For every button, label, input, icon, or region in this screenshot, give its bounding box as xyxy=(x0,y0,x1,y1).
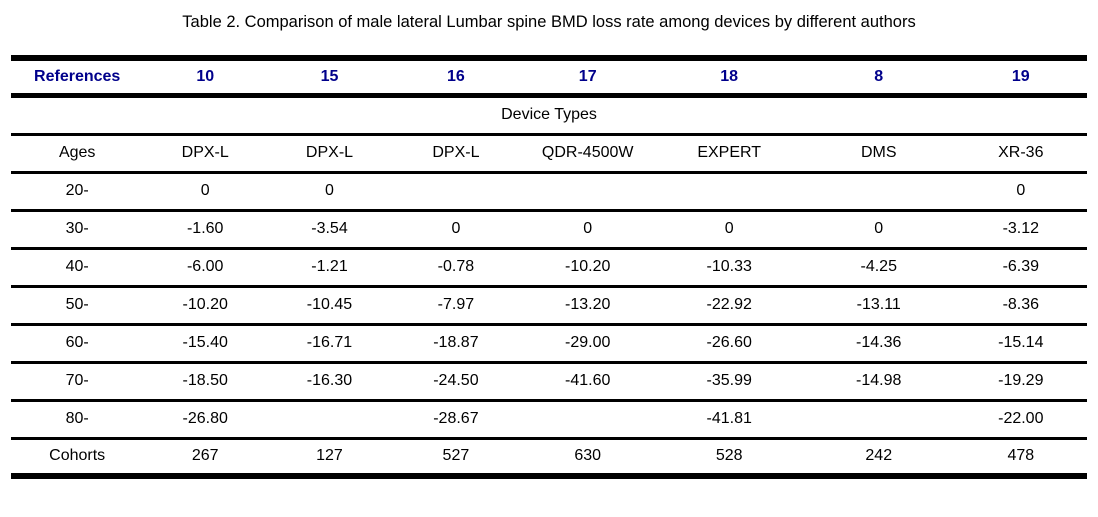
value-cell xyxy=(802,400,955,440)
value-cell: 0 xyxy=(143,172,268,212)
device-name: XR-36 xyxy=(954,134,1087,174)
age-cell: 20- xyxy=(11,172,144,212)
device-name: DMS xyxy=(802,134,955,174)
age-cell: 60- xyxy=(11,324,144,364)
table-row-age-50: 50- -10.20 -10.45 -7.97 -13.20 -22.92 -1… xyxy=(11,286,1087,326)
reference-number: 19 xyxy=(954,58,1087,98)
value-cell: -4.25 xyxy=(802,248,955,288)
value-cell: -24.50 xyxy=(391,362,520,402)
cohort-value: 630 xyxy=(574,447,602,465)
value-cell: -26.80 xyxy=(143,400,268,440)
device-types-label: Device Types xyxy=(11,95,1087,136)
reference-number: 10 xyxy=(143,58,268,98)
age-cell: 50- xyxy=(11,286,144,326)
device-name: DPX-L xyxy=(267,134,392,174)
value-cell: -10.45 xyxy=(267,286,392,326)
value-cell: -7.97 xyxy=(391,286,520,326)
cohort-value: 267 xyxy=(191,447,219,465)
reference-number: 17 xyxy=(519,58,656,98)
value-cell: -41.81 xyxy=(655,400,803,440)
value-cell: -15.40 xyxy=(143,324,268,364)
references-header-row: References 10 15 16 17 18 8 19 xyxy=(11,58,1087,98)
age-cell: 40- xyxy=(11,248,144,288)
value-cell: 0 xyxy=(267,172,392,212)
value-cell: -1.60 xyxy=(143,210,268,250)
bmd-comparison-table: References 10 15 16 17 18 8 19 Device Ty… xyxy=(11,55,1087,479)
value-cell: -22.92 xyxy=(655,286,803,326)
table-title: Table 2. Comparison of male lateral Lumb… xyxy=(182,13,916,31)
reference-number: 18 xyxy=(655,58,803,98)
value-cell: -10.33 xyxy=(655,248,803,288)
ages-label: Ages xyxy=(11,134,144,174)
cohort-value: 478 xyxy=(1007,447,1035,465)
value-cell xyxy=(655,172,803,212)
value-cell: -6.00 xyxy=(143,248,268,288)
reference-number: 16 xyxy=(391,58,520,98)
value-cell: -18.50 xyxy=(143,362,268,402)
cohort-value: 528 xyxy=(715,447,743,465)
value-cell: 0 xyxy=(391,210,520,250)
value-cell: -35.99 xyxy=(655,362,803,402)
cohort-value: 127 xyxy=(316,447,343,465)
value-cell: -41.60 xyxy=(519,362,656,402)
device-name: QDR-4500W xyxy=(519,134,656,174)
value-cell: -18.87 xyxy=(391,324,520,364)
value-cell: -19.29 xyxy=(954,362,1087,402)
value-cell: 0 xyxy=(954,172,1087,212)
value-cell: -6.39 xyxy=(954,248,1087,288)
value-cell xyxy=(391,172,520,212)
value-cell: 0 xyxy=(802,210,955,250)
value-cell: -14.98 xyxy=(802,362,955,402)
value-cell: -0.78 xyxy=(391,248,520,288)
table-row-age-40: 40- -6.00 -1.21 -0.78 -10.20 -10.33 -4.2… xyxy=(11,248,1087,288)
references-label: References xyxy=(11,58,144,98)
table-row-age-80: 80- -26.80 -28.67 -41.81 -22.00 xyxy=(11,400,1087,440)
value-cell: -8.36 xyxy=(954,286,1087,326)
value-cell xyxy=(519,400,656,440)
device-types-row: Device Types xyxy=(11,95,1087,136)
value-cell: -15.14 xyxy=(954,324,1087,364)
cohort-value: 527 xyxy=(442,447,470,465)
value-cell: -10.20 xyxy=(143,286,268,326)
value-cell xyxy=(802,172,955,212)
value-cell: -3.54 xyxy=(267,210,392,250)
table-row-age-20: 20- 0 0 0 xyxy=(11,172,1087,212)
value-cell: -10.20 xyxy=(519,248,656,288)
value-cell: -16.71 xyxy=(267,324,392,364)
device-name: EXPERT xyxy=(655,134,803,174)
value-cell: -28.67 xyxy=(391,400,520,440)
age-cell: 80- xyxy=(11,400,144,440)
page: Table 2. Comparison of male lateral Lumb… xyxy=(0,12,1098,517)
table-row-age-60: 60- -15.40 -16.71 -18.87 -29.00 -26.60 -… xyxy=(11,324,1087,364)
value-cell: -13.11 xyxy=(802,286,955,326)
table-row-age-70: 70- -18.50 -16.30 -24.50 -41.60 -35.99 -… xyxy=(11,362,1087,402)
age-cell: 70- xyxy=(11,362,144,402)
value-cell: -26.60 xyxy=(655,324,803,364)
device-name: DPX-L xyxy=(143,134,268,174)
reference-number: 8 xyxy=(802,58,955,98)
table-row-age-30: 30- -1.60 -3.54 0 0 0 0 -3.12 xyxy=(11,210,1087,250)
value-cell: 0 xyxy=(519,210,656,250)
value-cell: 0 xyxy=(655,210,803,250)
reference-number: 15 xyxy=(267,58,392,98)
age-cell: 30- xyxy=(11,210,144,250)
value-cell: -13.20 xyxy=(519,286,656,326)
value-cell xyxy=(519,172,656,212)
device-name: DPX-L xyxy=(391,134,520,174)
value-cell: -14.36 xyxy=(802,324,955,364)
cohorts-row: Cohorts 267 127 527 630 528 242 478 xyxy=(11,438,1087,476)
cohorts-label: Cohorts xyxy=(49,447,106,465)
value-cell: -1.21 xyxy=(267,248,392,288)
value-cell: -3.12 xyxy=(954,210,1087,250)
devices-header-row: Ages DPX-L DPX-L DPX-L QDR-4500W EXPERT … xyxy=(11,134,1087,174)
value-cell: -16.30 xyxy=(267,362,392,402)
value-cell: -22.00 xyxy=(954,400,1087,440)
cohort-value: 242 xyxy=(865,447,893,465)
value-cell xyxy=(267,400,392,440)
value-cell: -29.00 xyxy=(519,324,656,364)
